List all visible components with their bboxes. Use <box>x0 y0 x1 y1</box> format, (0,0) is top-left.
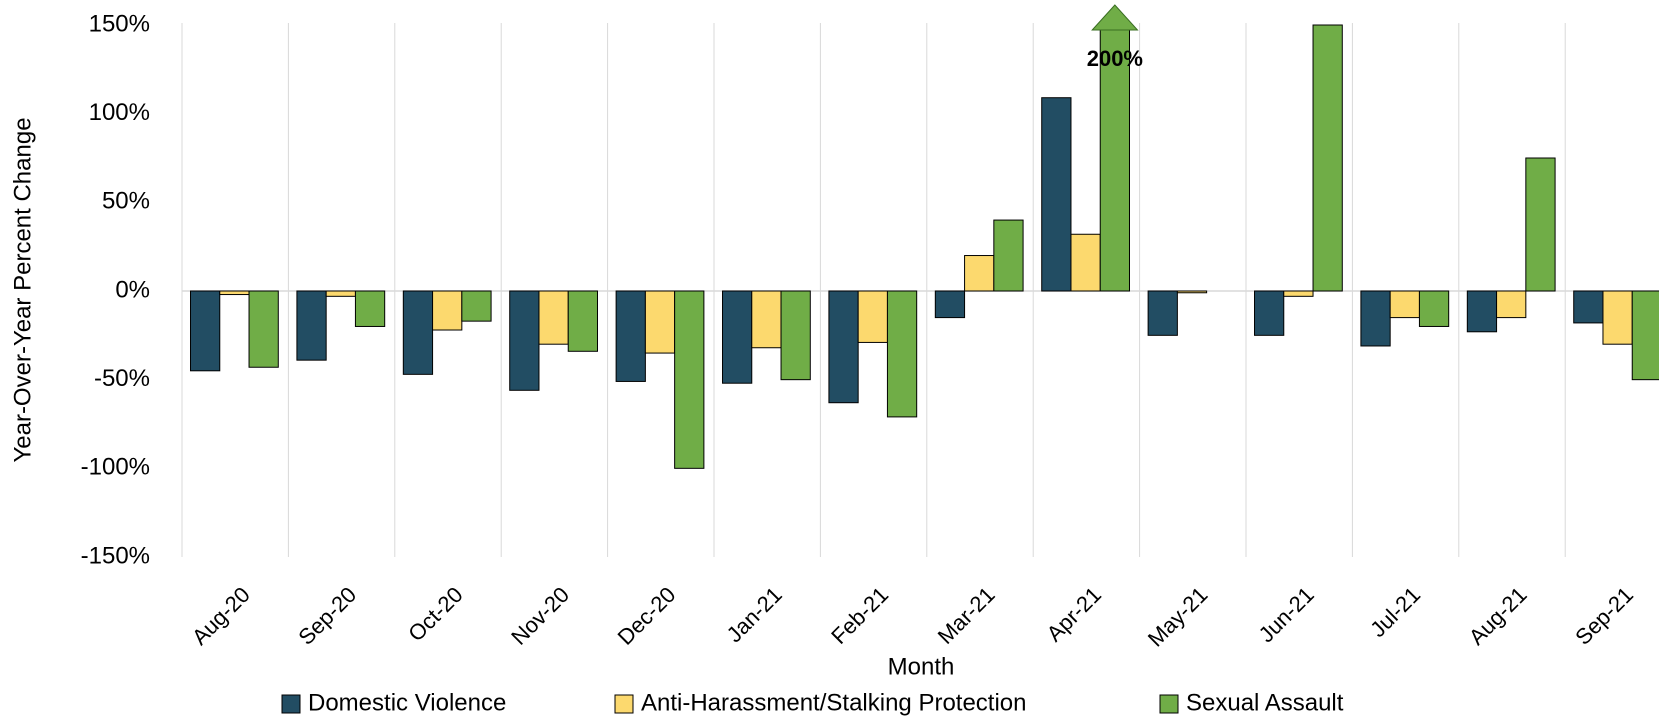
y-tick-label: 150% <box>89 10 150 37</box>
bar <box>248 290 279 368</box>
bar <box>751 290 782 349</box>
bar <box>354 290 386 327</box>
y-tick-label: 0% <box>115 276 150 303</box>
x-tick-label: Jan-21 <box>722 582 787 647</box>
x-tick-label: Jun-21 <box>1254 582 1319 647</box>
bar <box>1525 157 1556 292</box>
bar <box>993 219 1024 292</box>
bar <box>615 290 646 382</box>
x-axis-title: Month <box>888 653 955 680</box>
bar <box>886 290 918 418</box>
bar <box>402 290 434 375</box>
legend-label: Domestic Violence <box>308 689 506 716</box>
bar <box>828 290 859 404</box>
bar <box>964 255 995 292</box>
bar <box>1602 290 1633 345</box>
bar <box>934 290 966 319</box>
y-axis-title: Year-Over-Year Percent Change <box>9 117 36 462</box>
bar <box>1099 28 1130 292</box>
bar <box>1360 290 1391 347</box>
legend-label: Anti-Harassment/Stalking Protection <box>641 689 1027 716</box>
x-tick-label: Nov-20 <box>506 582 574 650</box>
x-tick-label: Mar-21 <box>933 582 1000 649</box>
bar <box>1573 290 1604 324</box>
bar <box>1254 290 1285 336</box>
overflow-arrow <box>1091 4 1139 31</box>
x-tick-label: Sep-21 <box>1570 582 1638 650</box>
bar <box>296 290 327 361</box>
x-tick-label: Oct-20 <box>403 582 467 646</box>
legend-swatch <box>1159 694 1179 714</box>
legend-swatch <box>281 694 301 714</box>
bar <box>1041 97 1072 292</box>
bar <box>1466 290 1498 333</box>
x-tick-label: Feb-21 <box>826 582 893 649</box>
x-tick-label: Sep-20 <box>293 582 361 650</box>
bar <box>644 290 676 354</box>
x-tick-label: Jul-21 <box>1365 582 1425 642</box>
bar <box>219 290 250 296</box>
bar <box>780 290 811 381</box>
y-tick-label: -50% <box>94 365 150 392</box>
bar <box>461 290 492 322</box>
y-tick-label: -150% <box>81 542 150 569</box>
x-tick-label: Aug-21 <box>1464 582 1532 650</box>
data-label: 200% <box>1087 46 1143 71</box>
x-tick-label: May-21 <box>1143 582 1213 652</box>
bar <box>1389 290 1420 319</box>
y-tick-label: 100% <box>89 99 150 126</box>
bar <box>1176 290 1208 294</box>
x-tick-label: Aug-20 <box>187 582 255 650</box>
x-tick-label: Apr-21 <box>1042 582 1106 646</box>
y-tick-label: -100% <box>81 454 150 481</box>
bar <box>325 290 356 297</box>
bar <box>567 290 598 352</box>
x-tick-label: Dec-20 <box>613 582 681 650</box>
bar <box>722 290 753 384</box>
bar <box>1496 290 1527 319</box>
legend-label: Sexual Assault <box>1186 689 1344 716</box>
bar <box>538 290 569 345</box>
y-tick-label: 50% <box>102 188 150 215</box>
bar <box>432 290 463 331</box>
bar <box>1631 290 1659 381</box>
bar <box>1283 290 1314 297</box>
bar <box>1418 290 1450 327</box>
bar <box>857 290 888 343</box>
bar <box>1147 290 1178 336</box>
bar <box>674 290 705 469</box>
bar <box>190 290 221 372</box>
bar <box>1070 233 1101 292</box>
bar <box>509 290 540 391</box>
bar <box>1312 24 1343 292</box>
legend-swatch <box>614 694 634 714</box>
